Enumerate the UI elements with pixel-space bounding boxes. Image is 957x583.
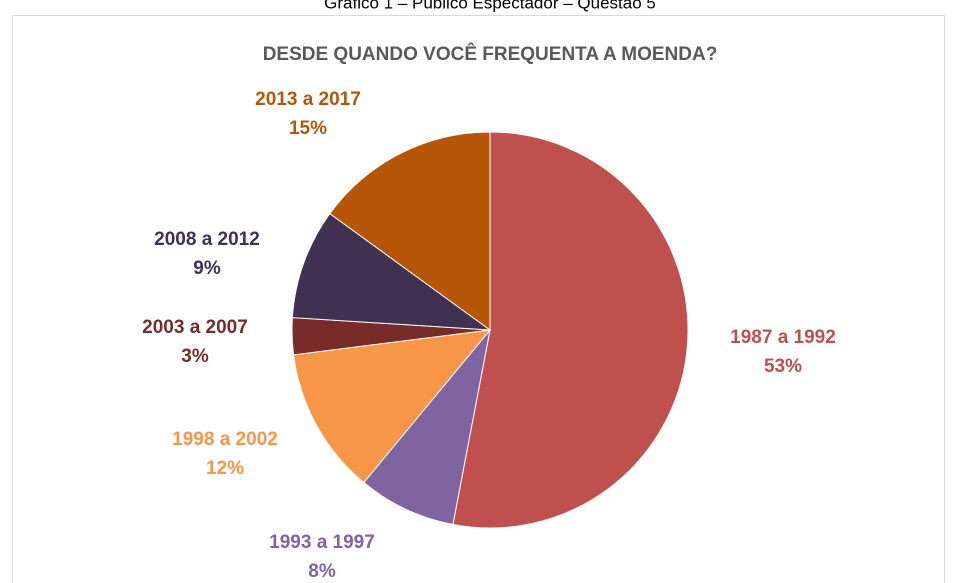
pie-slice — [363, 329, 491, 526]
slice-category-label: 1993 a 1997 — [269, 532, 375, 553]
slice-value-label: 15% — [289, 118, 327, 139]
slice-category-label: 2008 a 2012 — [154, 229, 260, 250]
slice-value-label: 12% — [206, 458, 244, 479]
chart-title: DESDE QUANDO VOCÊ FREQUENTA A MOENDA? — [263, 43, 718, 65]
slice-category-label: 2013 a 2017 — [255, 89, 361, 110]
pie-slice — [452, 131, 689, 529]
slice-value-label: 3% — [181, 346, 209, 367]
pie-slice — [329, 131, 491, 331]
caption: Gráfico 1 – Público Espectador – Questão… — [324, 0, 656, 12]
slice-category-label: 2003 a 2007 — [142, 317, 248, 338]
slice-category-label: 1987 a 1992 — [730, 327, 836, 348]
pie-slice — [291, 212, 492, 331]
slice-value-label: 9% — [193, 258, 221, 279]
slice-category-label: 1998 a 2002 — [172, 429, 278, 450]
slice-value-label: 53% — [764, 356, 802, 377]
pie-slice — [293, 329, 492, 484]
slice-value-label: 8% — [308, 561, 336, 582]
